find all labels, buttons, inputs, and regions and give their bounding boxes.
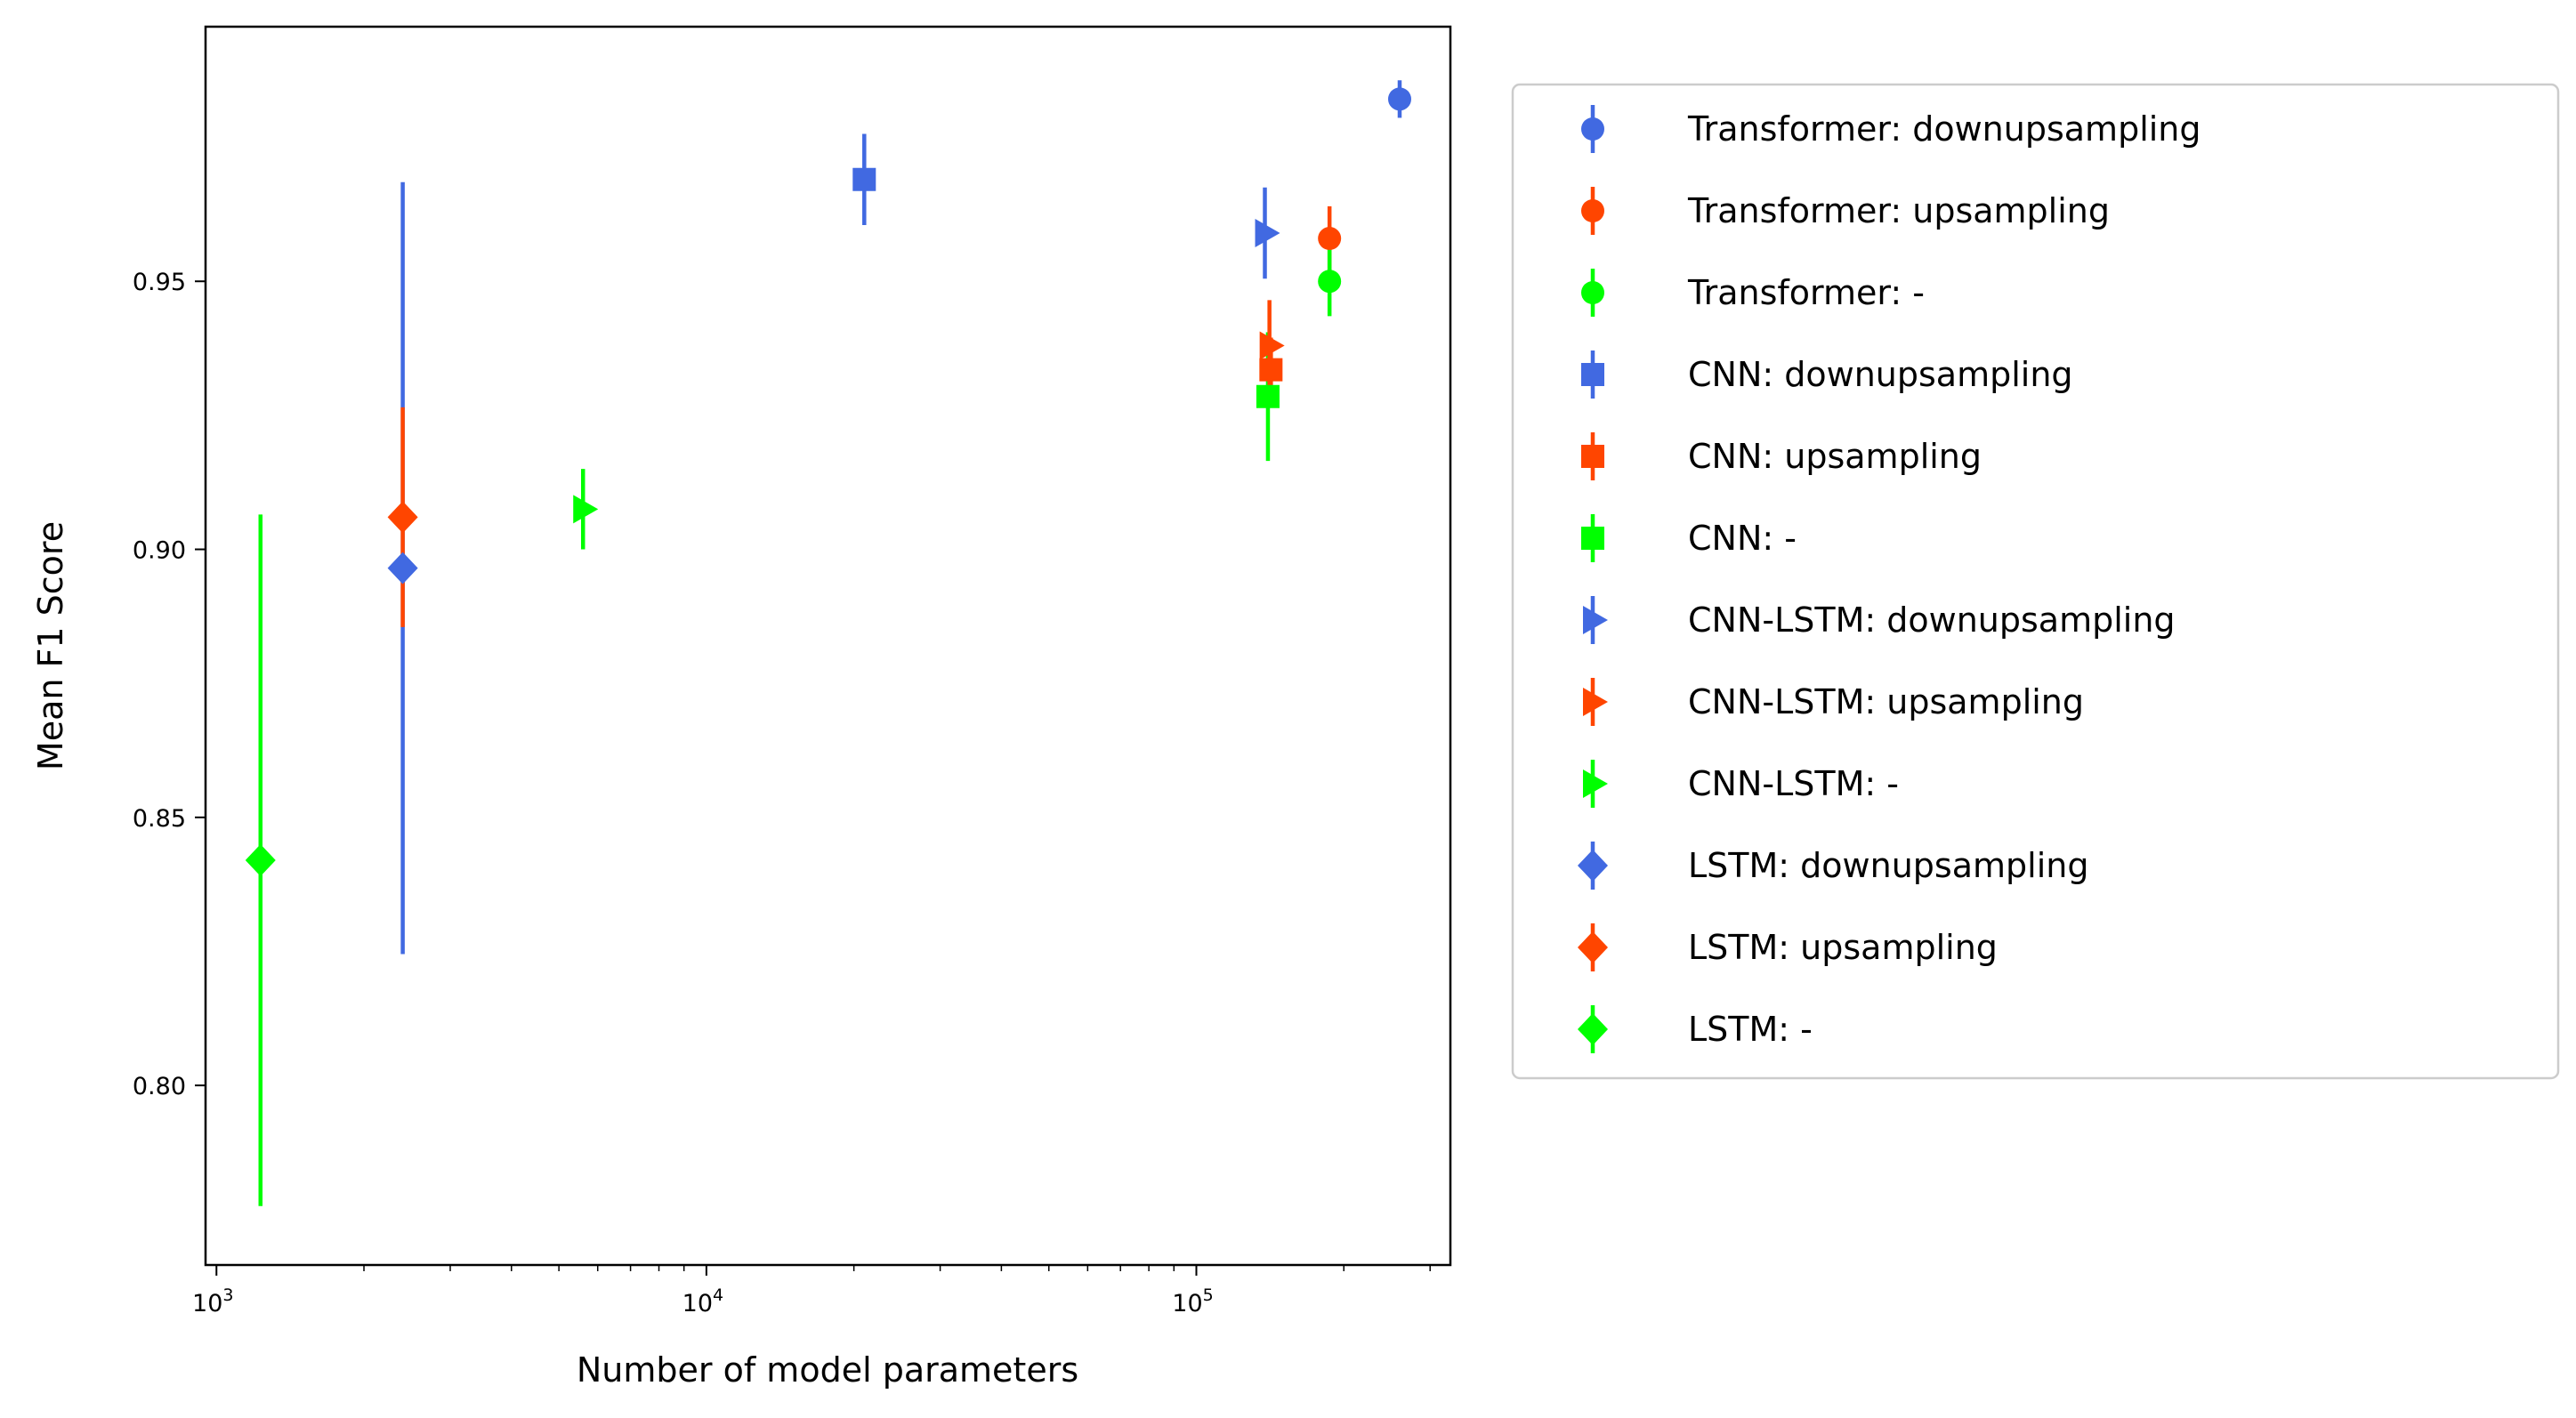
legend-marker (1583, 688, 1608, 716)
x-tick-label-exponent: 4 (713, 1285, 723, 1305)
legend-label: CNN: downupsampling (1688, 355, 2073, 394)
data-point (573, 495, 599, 524)
y-axis-ticks: 0.80 0.85 0.90 0.95 (133, 269, 206, 1100)
legend-label: CNN: upsampling (1688, 437, 1982, 476)
legend-entry: Transformer: upsampling (1581, 187, 2110, 235)
axes-frame (204, 25, 1452, 1267)
data-point (1387, 87, 1411, 111)
x-tick-label-exponent: 3 (222, 1285, 233, 1305)
legend-entry: CNN-LSTM: upsampling (1583, 678, 2084, 726)
legend-label: LSTM: upsampling (1688, 928, 1998, 967)
legend-marker (1581, 527, 1604, 550)
legend-marker (1581, 363, 1604, 386)
legend-marker (1583, 606, 1608, 634)
legend-marker (1581, 117, 1604, 141)
legend-label: LSTM: - (1688, 1010, 1813, 1049)
legend-marker (1578, 931, 1608, 963)
legend-marker (1578, 1013, 1608, 1045)
data-point (852, 167, 876, 191)
x-tick-label-base: 10 (192, 1290, 222, 1317)
y-tick-label: 0.80 (133, 1073, 186, 1100)
data-point (1256, 384, 1280, 408)
data-point (245, 844, 276, 877)
data-point (387, 552, 418, 584)
legend-label: LSTM: downupsampling (1688, 846, 2088, 885)
x-axis-ticks: 103 104 105 (192, 1265, 1431, 1317)
legend-label: Transformer: - (1687, 273, 1925, 312)
x-tick-label-base: 10 (1172, 1290, 1202, 1317)
legend-entry: Transformer: - (1581, 269, 1925, 317)
legend-entry: LSTM: - (1578, 1005, 1813, 1053)
y-tick-label: 0.95 (133, 269, 186, 296)
x-tick-label: 105 (1172, 1285, 1213, 1317)
legend-entry: CNN-LSTM: - (1583, 760, 1899, 808)
legend-label: CNN-LSTM: downupsampling (1688, 600, 2176, 640)
data-marks (245, 80, 1411, 1206)
legend-entry: CNN: upsampling (1581, 432, 1982, 480)
legend-label: CNN-LSTM: upsampling (1688, 682, 2084, 721)
legend-entry: CNN-LSTM: downupsampling (1583, 596, 2176, 644)
x-axis-label: Number of model parameters (577, 1350, 1078, 1390)
plot-area: 103 104 105 0.800.850.900.95 (133, 25, 1452, 1317)
legend-marker (1583, 769, 1608, 798)
legend-marker (1578, 850, 1608, 882)
legend-label: CNN: - (1688, 519, 1797, 558)
legend-label: CNN-LSTM: - (1688, 764, 1899, 803)
data-point (1259, 331, 1285, 360)
y-tick-label: 0.85 (133, 805, 186, 833)
legend-label: Transformer: downupsampling (1687, 109, 2201, 149)
x-tick-label: 103 (192, 1285, 233, 1317)
legend-marker (1581, 281, 1604, 304)
legend-entry: CNN: downupsampling (1581, 350, 2073, 399)
data-point (1318, 227, 1342, 251)
y-tick-label: 0.90 (133, 537, 186, 565)
data-point (387, 501, 418, 534)
legend-label: Transformer: upsampling (1687, 191, 2110, 230)
data-point (1318, 270, 1342, 294)
legend: Transformer: downupsampling Transformer: … (1511, 83, 2560, 1080)
x-tick-label-base: 10 (682, 1290, 713, 1317)
legend-entry: LSTM: downupsampling (1578, 842, 2088, 890)
legend-marker (1581, 445, 1604, 468)
legend-entry: CNN: - (1581, 514, 1797, 562)
legend-marker (1581, 199, 1604, 222)
data-point (1255, 219, 1280, 247)
x-tick-label: 104 (682, 1285, 723, 1317)
data-point (1259, 358, 1283, 382)
legend-entry: LSTM: upsampling (1578, 923, 1998, 971)
y-axis-label: Mean F1 Score (31, 521, 70, 770)
x-tick-label-exponent: 5 (1203, 1285, 1214, 1305)
legend-frame (1511, 83, 2560, 1080)
legend-entry: Transformer: downupsampling (1581, 105, 2201, 153)
legend-entries: Transformer: downupsampling Transformer: … (1578, 105, 2201, 1053)
